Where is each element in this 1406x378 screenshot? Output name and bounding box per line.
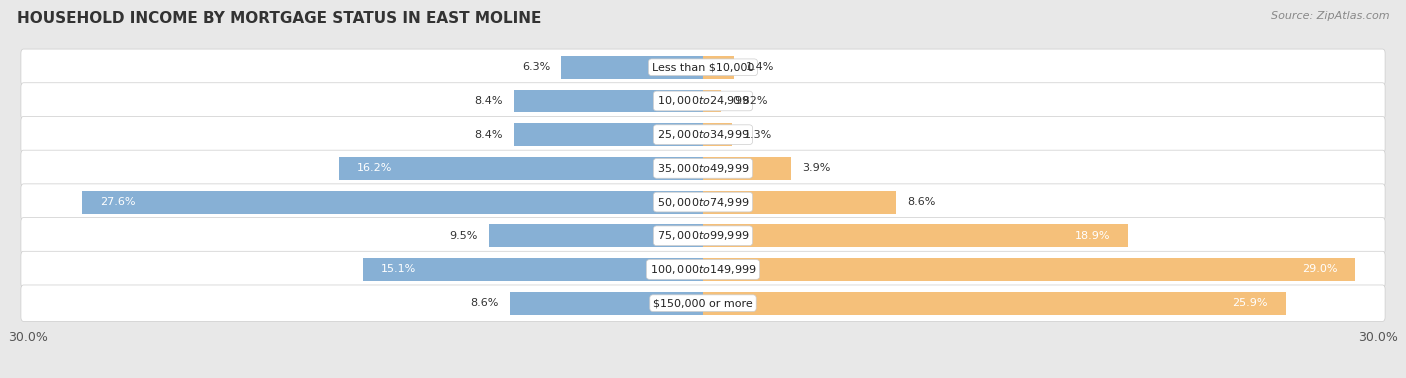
- Text: Less than $10,000: Less than $10,000: [652, 62, 754, 72]
- Text: $10,000 to $24,999: $10,000 to $24,999: [657, 94, 749, 107]
- Bar: [515, 90, 703, 112]
- Text: 8.4%: 8.4%: [474, 96, 503, 106]
- FancyBboxPatch shape: [21, 184, 1385, 220]
- FancyBboxPatch shape: [21, 83, 1385, 119]
- Text: Source: ZipAtlas.com: Source: ZipAtlas.com: [1271, 11, 1389, 21]
- Text: $150,000 or more: $150,000 or more: [654, 298, 752, 308]
- Bar: [703, 258, 1355, 281]
- Bar: [363, 258, 703, 281]
- Bar: [703, 123, 733, 146]
- Text: 6.3%: 6.3%: [522, 62, 550, 72]
- Text: HOUSEHOLD INCOME BY MORTGAGE STATUS IN EAST MOLINE: HOUSEHOLD INCOME BY MORTGAGE STATUS IN E…: [17, 11, 541, 26]
- Text: 15.1%: 15.1%: [381, 265, 416, 274]
- Text: $100,000 to $149,999: $100,000 to $149,999: [650, 263, 756, 276]
- Text: $75,000 to $99,999: $75,000 to $99,999: [657, 229, 749, 242]
- Bar: [82, 191, 703, 214]
- Text: 27.6%: 27.6%: [100, 197, 135, 207]
- FancyBboxPatch shape: [21, 49, 1385, 85]
- Bar: [703, 292, 1285, 314]
- Text: 1.3%: 1.3%: [744, 130, 772, 139]
- Bar: [703, 157, 790, 180]
- Text: 25.9%: 25.9%: [1232, 298, 1268, 308]
- Text: 1.4%: 1.4%: [745, 62, 775, 72]
- Text: 9.5%: 9.5%: [450, 231, 478, 241]
- Text: 18.9%: 18.9%: [1074, 231, 1111, 241]
- FancyBboxPatch shape: [21, 251, 1385, 288]
- Bar: [339, 157, 703, 180]
- Text: 0.82%: 0.82%: [733, 96, 768, 106]
- Bar: [515, 123, 703, 146]
- Text: 29.0%: 29.0%: [1302, 265, 1337, 274]
- Text: 16.2%: 16.2%: [357, 163, 392, 174]
- Text: 8.4%: 8.4%: [474, 130, 503, 139]
- Bar: [509, 292, 703, 314]
- Bar: [489, 224, 703, 247]
- Bar: [703, 224, 1128, 247]
- Bar: [703, 191, 897, 214]
- Bar: [703, 90, 721, 112]
- Bar: [561, 56, 703, 79]
- Text: $25,000 to $34,999: $25,000 to $34,999: [657, 128, 749, 141]
- Bar: [703, 56, 734, 79]
- FancyBboxPatch shape: [21, 150, 1385, 187]
- Legend: Without Mortgage, With Mortgage: Without Mortgage, With Mortgage: [564, 374, 842, 378]
- Text: 8.6%: 8.6%: [470, 298, 498, 308]
- Text: 3.9%: 3.9%: [801, 163, 831, 174]
- FancyBboxPatch shape: [21, 116, 1385, 153]
- Text: $50,000 to $74,999: $50,000 to $74,999: [657, 195, 749, 209]
- FancyBboxPatch shape: [21, 285, 1385, 321]
- Text: $35,000 to $49,999: $35,000 to $49,999: [657, 162, 749, 175]
- Text: 8.6%: 8.6%: [908, 197, 936, 207]
- FancyBboxPatch shape: [21, 218, 1385, 254]
